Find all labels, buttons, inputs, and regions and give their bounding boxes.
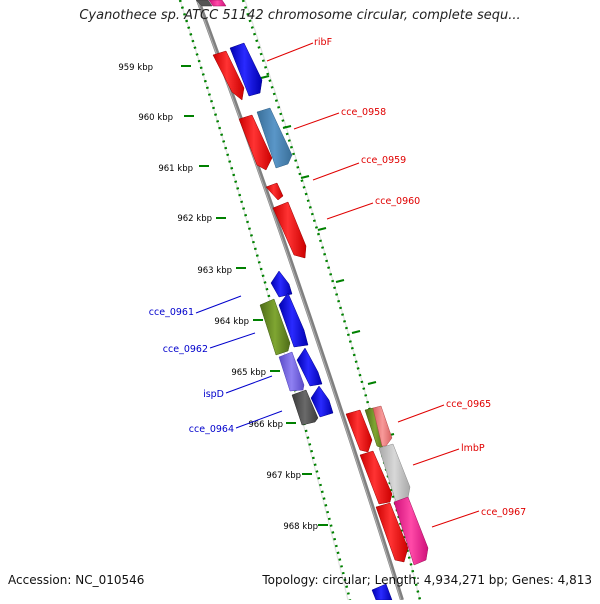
outer-tick (351, 330, 361, 334)
kbp-label: 961 kbp (158, 164, 193, 174)
gene-label-cce-0965[interactable]: cce_0965 (446, 399, 491, 410)
leader-line (293, 112, 340, 130)
gene-cce-0959[interactable] (265, 182, 284, 201)
kbp-label: 963 kbp (197, 266, 232, 276)
gene-red-0965[interactable] (345, 409, 373, 453)
gene-cce-0961[interactable] (259, 298, 291, 356)
gene-label-cce-0967[interactable]: cce_0967 (481, 507, 526, 518)
inner-ruler-ticks (181, 65, 328, 526)
gene-ispd[interactable] (278, 351, 305, 392)
left-gene-labels: cce_0961 cce_0962 ispD cce_0964 (149, 295, 283, 435)
gene-label-cce-0959[interactable]: cce_0959 (361, 155, 406, 166)
gene-blue-ispd[interactable] (296, 347, 323, 387)
gene-cce-0967-red[interactable] (375, 502, 409, 563)
kbp-label: 959 kbp (118, 63, 153, 73)
kbp-labels: 959 kbp 960 kbp 961 kbp 962 kbp 963 kbp … (118, 63, 318, 532)
gene-cce-0965-salmon[interactable] (372, 405, 393, 447)
gene-small-blue[interactable] (270, 270, 293, 298)
outer-tick (260, 75, 270, 79)
kbp-label: 967 kbp (266, 471, 301, 481)
leader-line (209, 332, 256, 349)
page-title: Cyanothece sp. ATCC 51142 chromosome cir… (79, 8, 521, 23)
leader-line (431, 510, 480, 528)
outer-tick (335, 279, 345, 283)
genome-backbone-highlight (196, 0, 402, 601)
leader-line (195, 295, 242, 314)
outer-tick (367, 381, 377, 385)
gene-label-ribf[interactable]: ribF (314, 37, 332, 48)
gene-feature[interactable] (195, 0, 213, 7)
outer-tick (300, 175, 310, 179)
outer-band-left (179, 0, 349, 601)
gene-lmbp-red[interactable] (359, 450, 393, 505)
gene-cce-0964[interactable] (291, 389, 319, 426)
leader-line (412, 448, 460, 466)
gene-label-cce-0960[interactable]: cce_0960 (375, 196, 420, 207)
inner-ruler-track (178, 0, 352, 601)
leader-line (397, 404, 445, 423)
gene-ribf-blue[interactable] (229, 42, 263, 97)
gene-blue-0964[interactable] (310, 385, 334, 418)
kbp-label: 964 kbp (214, 317, 249, 327)
accession-text: Accession: NC_010546 (8, 573, 145, 587)
leader-line (326, 202, 374, 220)
leader-line (225, 375, 273, 394)
gene-label-cce-0961[interactable]: cce_0961 (149, 307, 194, 318)
gene-label-cce-0958[interactable]: cce_0958 (341, 107, 386, 118)
leader-line (235, 410, 283, 429)
kbp-label: 960 kbp (138, 113, 173, 123)
topology-text: Topology: circular; Length: 4,934,271 bp… (262, 573, 592, 587)
outer-tick (317, 227, 327, 231)
kbp-label: 968 kbp (283, 522, 318, 532)
gene-cce-0958-steel[interactable] (256, 107, 293, 169)
genome-backbone (196, 0, 404, 601)
gene-label-ispd[interactable]: ispD (203, 389, 224, 400)
gene-feature[interactable] (208, 0, 227, 7)
gene-features (195, 0, 429, 601)
gene-cce-0958-red[interactable] (238, 114, 273, 171)
kbp-label: 966 kbp (248, 420, 283, 430)
gene-blue-0962[interactable] (278, 292, 309, 348)
leader-line (312, 162, 360, 181)
kbp-label: 965 kbp (231, 368, 266, 378)
gene-ribf-inner[interactable] (212, 50, 245, 101)
kbp-label: 962 kbp (177, 214, 212, 224)
gene-cce-0967[interactable] (393, 496, 429, 566)
gene-label-cce-0962[interactable]: cce_0962 (163, 344, 208, 355)
gene-label-cce-0964[interactable]: cce_0964 (189, 424, 234, 435)
right-gene-labels: ribF cce_0958 cce_0959 cce_0960 cce_0965… (266, 37, 526, 528)
gene-label-lmbp[interactable]: lmbP (461, 443, 485, 454)
leader-line (266, 42, 314, 62)
outer-tick (282, 125, 292, 129)
gene-lmbp[interactable] (378, 443, 411, 503)
gene-cce-0960[interactable] (272, 201, 307, 259)
